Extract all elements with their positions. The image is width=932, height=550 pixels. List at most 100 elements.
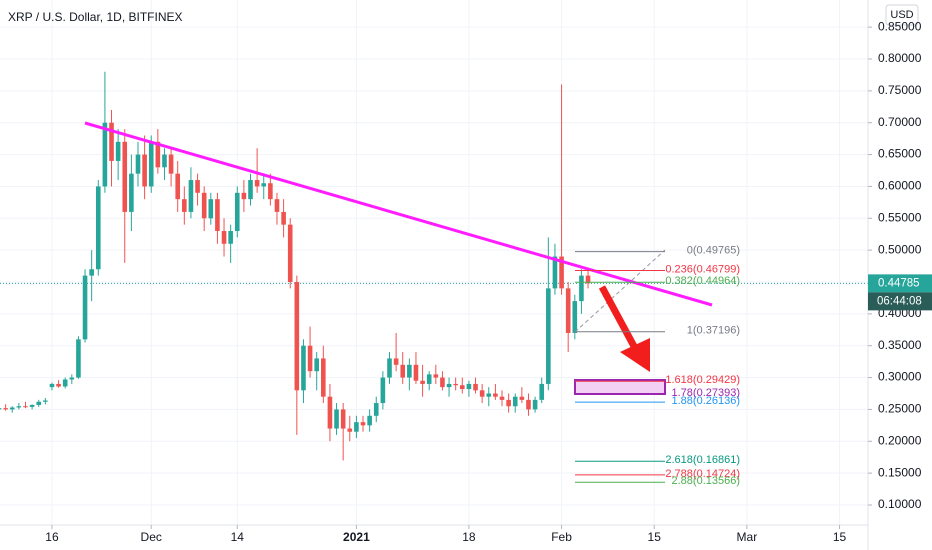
candle-body <box>287 224 293 282</box>
currency-label: USD <box>890 9 913 21</box>
candle-body <box>585 275 591 284</box>
y-tick-label: 0.50000 <box>878 242 922 256</box>
candle-body <box>526 399 531 410</box>
candle-body <box>9 407 15 410</box>
x-tick-label: 15 <box>648 530 662 544</box>
y-tick-label: 0.10000 <box>878 497 922 511</box>
fib-label: 0.382(0.44964) <box>665 275 740 287</box>
candle-body <box>453 383 458 386</box>
currency-button[interactable] <box>885 4 919 26</box>
y-tick-label: 0.25000 <box>878 402 922 416</box>
candle-body <box>3 408 8 410</box>
candle-body <box>539 383 545 400</box>
candle-body <box>0 408 2 410</box>
plot-area <box>0 0 868 525</box>
candle-body <box>334 409 339 429</box>
candle-body <box>208 199 214 219</box>
candle-body <box>95 186 101 270</box>
fib-label: 2.618(0.16861) <box>665 454 740 466</box>
candle-body <box>56 383 61 387</box>
countdown-box <box>868 292 932 311</box>
candle-body <box>215 199 220 232</box>
candle-body <box>360 422 366 426</box>
candle-body <box>281 211 286 225</box>
candle-body <box>43 400 48 402</box>
candle-body <box>62 379 68 387</box>
fib-label: 1.78(0.27393) <box>672 387 741 399</box>
candle-body <box>49 383 55 388</box>
candle-body <box>314 358 319 372</box>
candle-body <box>182 199 187 212</box>
candle-body <box>479 390 485 397</box>
x-tick-label: Dec <box>141 530 162 544</box>
candle-body <box>274 199 280 212</box>
candle-body <box>407 364 412 378</box>
x-tick-label: 15 <box>833 530 847 544</box>
countdown-label: 06:44:08 <box>877 295 922 307</box>
candle-body <box>23 406 28 408</box>
candle-body <box>89 269 94 276</box>
candle-body <box>367 415 372 426</box>
candle-body <box>129 173 134 212</box>
y-tick-label: 0.20000 <box>878 433 922 447</box>
candle-body <box>506 399 511 407</box>
arrow-head <box>620 338 650 372</box>
candle-body <box>155 141 161 168</box>
candle-body <box>519 396 525 400</box>
y-tick-label: 0.30000 <box>878 370 922 384</box>
x-tick-label: 2021 <box>343 530 370 544</box>
trend-line <box>84 121 713 307</box>
fib-label: 0.236(0.46799) <box>665 263 740 275</box>
candle-body <box>546 288 551 384</box>
y-tick-label: 0.75000 <box>878 83 922 97</box>
candle-body <box>102 122 108 187</box>
fib-label: 1(0.37196) <box>687 325 740 337</box>
y-tick-label: 0.15000 <box>878 465 922 479</box>
candle-body <box>473 383 478 391</box>
candle-body <box>109 122 114 161</box>
y-tick-label: 0.80000 <box>878 51 922 65</box>
candle-body <box>135 154 141 174</box>
candle-body <box>420 380 425 384</box>
candle-body <box>579 275 584 302</box>
candle-body <box>327 396 333 429</box>
arrow <box>598 285 650 372</box>
candle-body <box>493 393 498 397</box>
candle-body <box>294 281 300 391</box>
candle-body <box>466 383 472 390</box>
candle-body <box>142 154 147 187</box>
y-tick-label: 0.55000 <box>878 210 922 224</box>
candle-body <box>261 183 267 187</box>
fib-trend-line <box>574 249 666 333</box>
y-tick-label: 0.70000 <box>878 115 922 129</box>
candle-body <box>69 377 75 380</box>
current-price-box <box>868 274 932 293</box>
candle-body <box>307 345 313 372</box>
candle-body <box>241 192 247 200</box>
candle-body <box>221 231 227 244</box>
candle-body <box>162 154 167 168</box>
candle-body <box>340 409 346 429</box>
candle-body <box>499 396 505 400</box>
candle-body <box>426 374 432 384</box>
candle-body <box>373 403 379 416</box>
chart-title: XRP / U.S. Dollar, 1D, BITFINEX <box>8 10 183 24</box>
candle-body <box>188 180 194 212</box>
candle-body <box>228 231 233 244</box>
candle-body <box>565 288 571 333</box>
candle-body <box>400 364 406 378</box>
candle-body <box>321 358 326 397</box>
candle-body <box>115 141 121 161</box>
fib-label: 2.788(0.14724) <box>665 468 740 480</box>
fib-label: 2.88(0.13566) <box>672 475 741 487</box>
fib-label: 1.88(0.26136) <box>672 395 741 407</box>
candle-body <box>248 180 253 200</box>
candle-body <box>82 275 88 340</box>
candle-body <box>301 345 306 391</box>
arrow-shaft <box>598 285 640 352</box>
candle-body <box>234 192 240 232</box>
candle-body <box>559 256 564 289</box>
x-tick-label: Mar <box>737 530 758 544</box>
candle-body <box>195 180 200 193</box>
